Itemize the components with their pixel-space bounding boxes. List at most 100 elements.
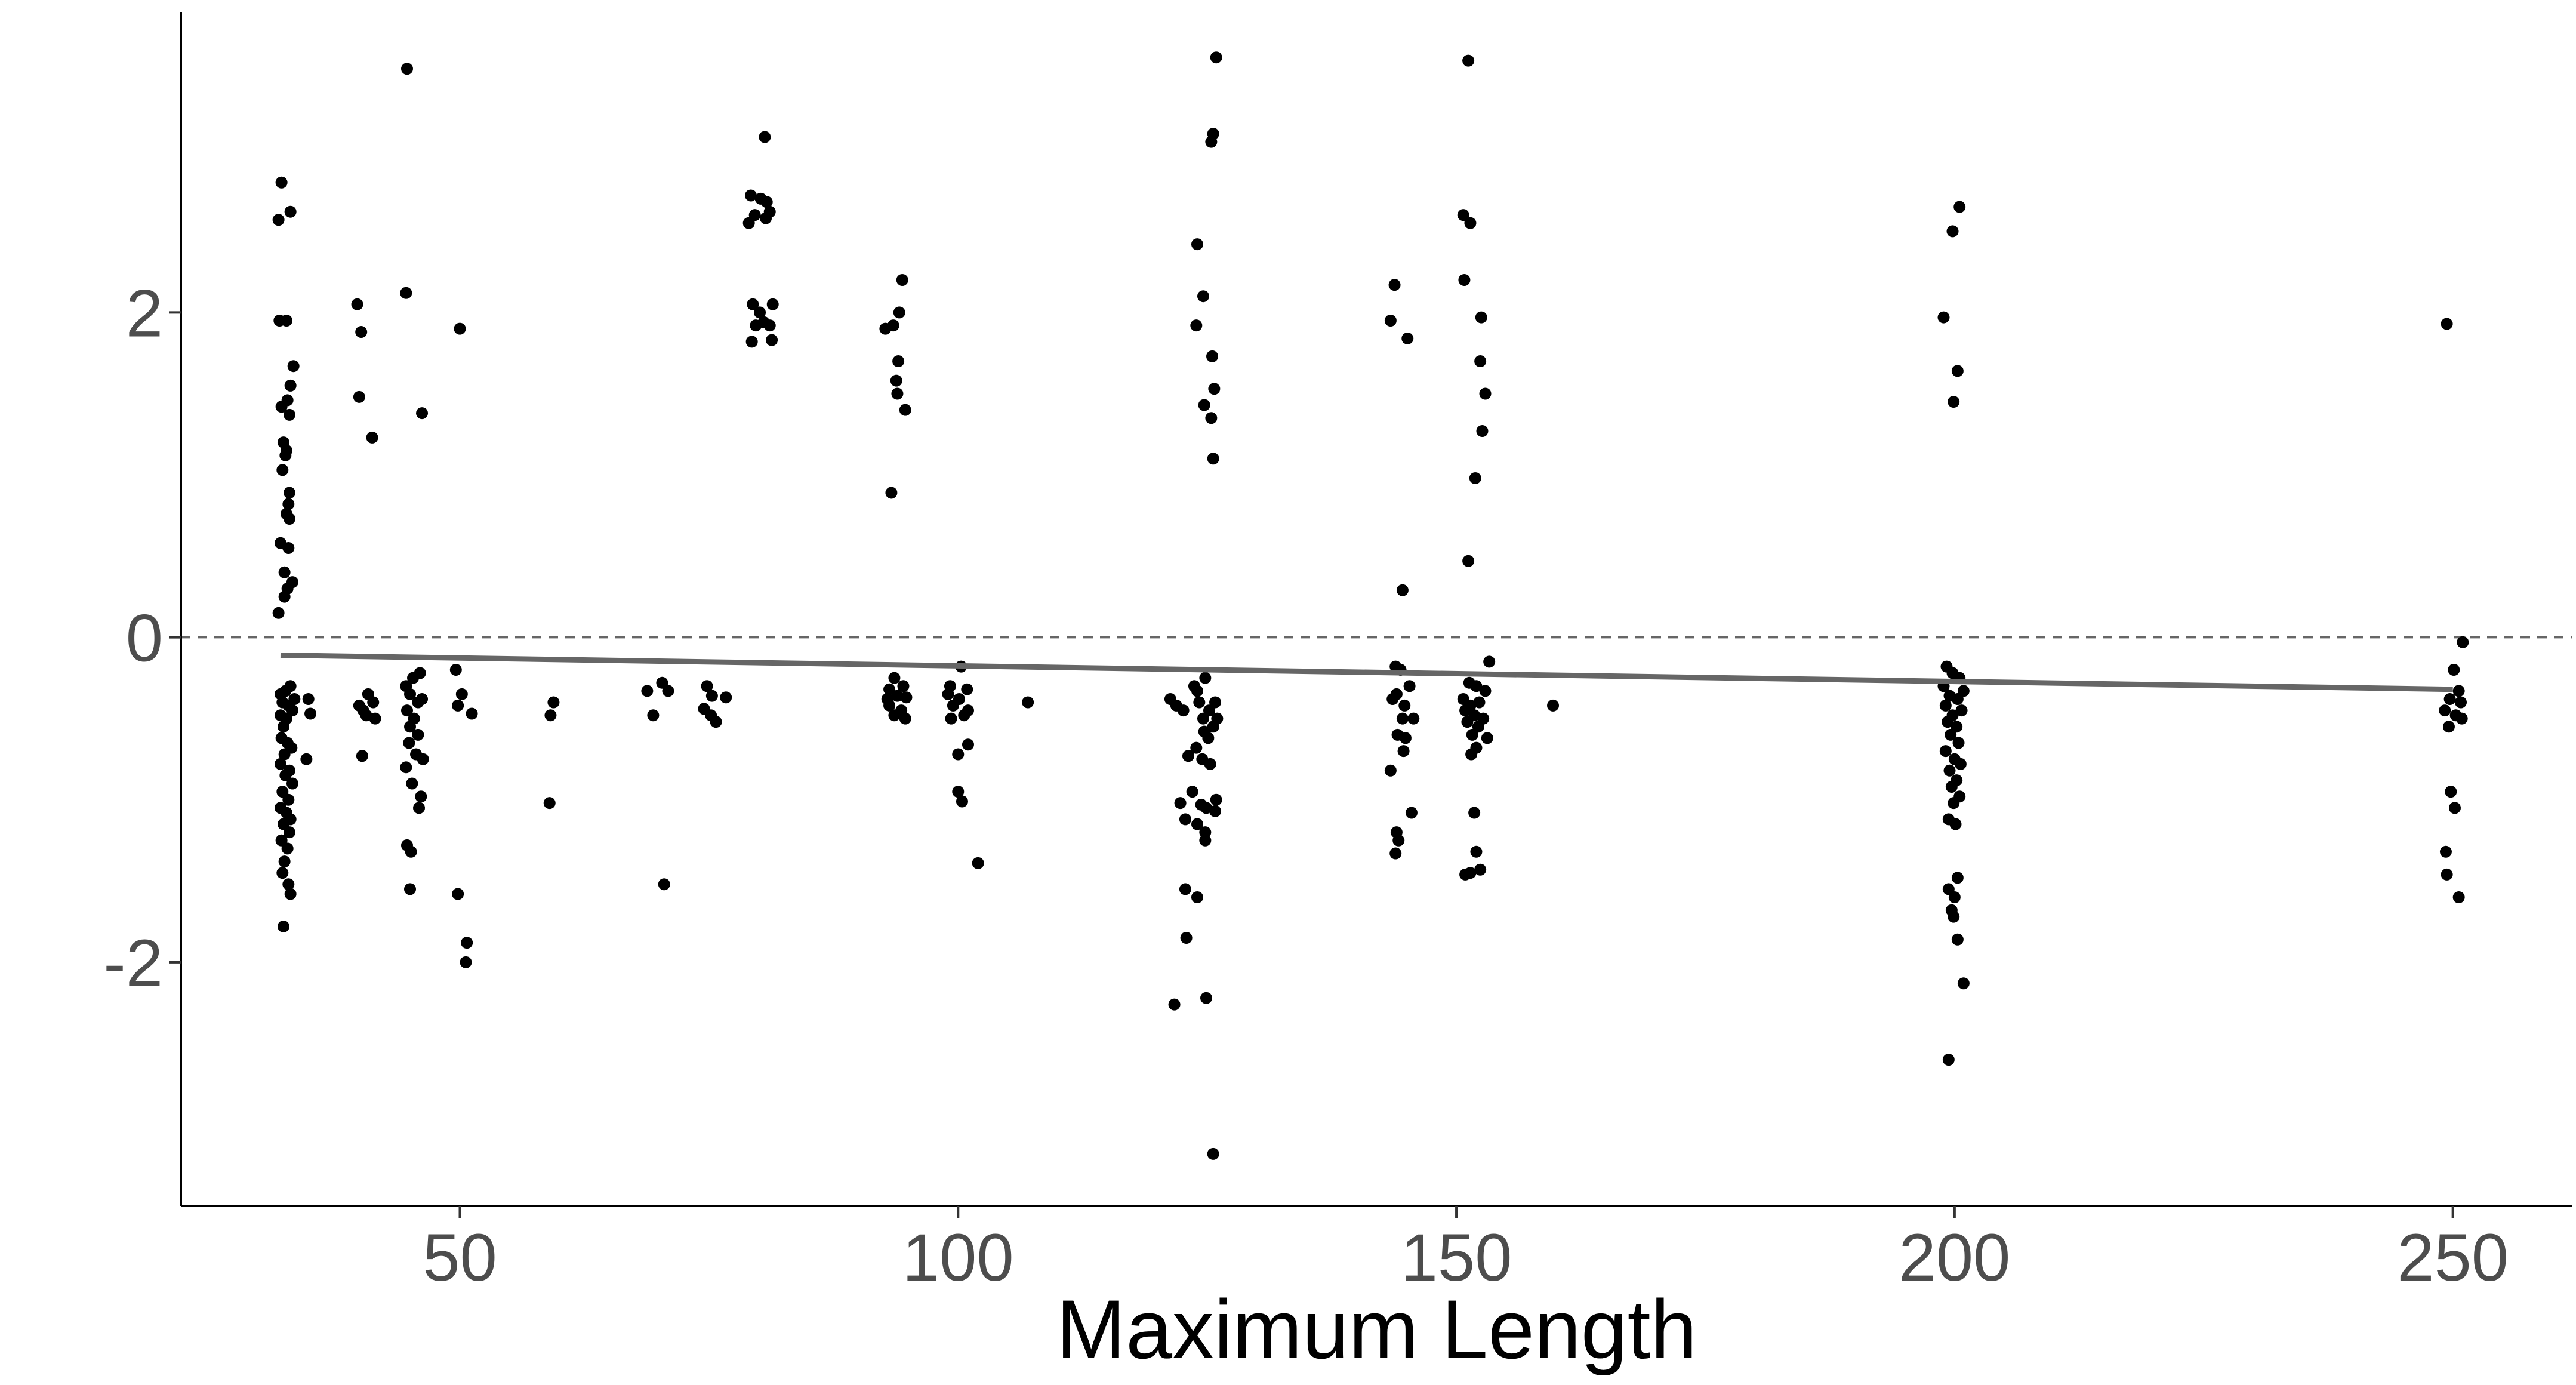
data-point xyxy=(279,449,292,461)
data-point xyxy=(1022,696,1034,709)
data-point xyxy=(2457,636,2469,648)
data-point xyxy=(890,374,902,387)
data-point xyxy=(1204,758,1216,770)
data-point xyxy=(1386,693,1399,706)
data-point xyxy=(400,63,413,75)
data-point xyxy=(1462,555,1475,567)
data-point xyxy=(1179,883,1191,895)
data-point xyxy=(1210,51,1222,64)
data-point xyxy=(1190,741,1203,754)
data-point xyxy=(1945,780,1958,793)
data-point xyxy=(279,769,292,781)
data-point xyxy=(1474,863,1487,876)
data-point xyxy=(282,498,295,510)
data-point xyxy=(1470,845,1483,858)
data-point xyxy=(754,306,766,319)
data-point xyxy=(455,688,468,700)
x-tick-label: 250 xyxy=(2397,1220,2509,1295)
data-point xyxy=(1384,315,1397,327)
data-point xyxy=(1407,712,1420,725)
data-point xyxy=(415,790,427,803)
data-point xyxy=(2439,845,2452,858)
data-point xyxy=(883,699,896,712)
data-point xyxy=(547,696,560,709)
data-point xyxy=(1939,745,1952,758)
data-point xyxy=(1396,584,1409,596)
data-point xyxy=(1458,273,1471,286)
data-point xyxy=(952,786,965,798)
data-points xyxy=(272,51,2469,1160)
data-point xyxy=(1474,355,1487,368)
data-point xyxy=(2448,664,2460,676)
data-point xyxy=(1405,807,1418,819)
data-point xyxy=(277,920,289,932)
data-point xyxy=(1465,748,1478,761)
data-point xyxy=(1468,807,1481,819)
data-point xyxy=(956,795,968,808)
data-point xyxy=(1476,425,1489,438)
data-point xyxy=(942,688,954,700)
data-point xyxy=(1190,319,1203,332)
y-tick-label: 2 xyxy=(126,276,163,350)
data-point xyxy=(899,404,911,416)
data-point xyxy=(745,189,757,202)
data-point xyxy=(461,937,473,949)
data-point xyxy=(972,857,984,869)
data-point xyxy=(747,298,759,310)
data-point xyxy=(277,721,289,733)
y-tick-label: -2 xyxy=(103,926,163,1001)
data-point xyxy=(1198,399,1210,411)
data-point xyxy=(887,319,899,332)
data-point xyxy=(1475,311,1487,324)
data-point xyxy=(1191,238,1203,251)
data-point xyxy=(947,699,959,712)
data-point xyxy=(1207,1147,1219,1160)
data-point xyxy=(403,737,415,749)
data-point xyxy=(286,777,298,790)
data-point xyxy=(460,956,472,968)
data-point xyxy=(705,690,718,702)
data-point xyxy=(272,214,285,226)
data-point xyxy=(759,131,771,143)
data-point xyxy=(278,590,291,603)
data-point xyxy=(367,696,380,709)
data-point xyxy=(1191,685,1203,697)
data-point xyxy=(400,761,412,774)
data-point xyxy=(888,709,901,722)
data-point xyxy=(1180,932,1193,944)
data-point xyxy=(1461,716,1474,728)
data-point xyxy=(300,753,313,765)
data-point xyxy=(896,273,908,286)
data-point xyxy=(766,298,779,310)
data-point xyxy=(404,883,417,895)
data-point xyxy=(543,797,556,810)
data-point xyxy=(1470,680,1483,692)
data-point xyxy=(1953,201,1966,213)
data-point xyxy=(284,205,297,218)
data-point xyxy=(1948,797,1960,810)
data-point xyxy=(1197,712,1209,725)
trend-line xyxy=(280,653,2453,692)
data-point xyxy=(958,709,970,722)
data-point xyxy=(1403,680,1416,692)
data-point xyxy=(1392,834,1405,847)
data-point xyxy=(1202,732,1215,744)
data-point xyxy=(1937,311,1950,324)
x-tick-label: 100 xyxy=(902,1220,1014,1295)
data-point xyxy=(1479,685,1492,697)
data-point xyxy=(1182,750,1194,762)
data-point xyxy=(406,777,418,790)
data-point xyxy=(400,704,413,717)
data-point xyxy=(449,664,462,676)
data-point xyxy=(888,672,901,684)
data-point xyxy=(355,326,368,338)
data-point xyxy=(2443,693,2456,706)
data-point xyxy=(280,315,292,327)
data-point xyxy=(1397,745,1410,758)
data-point xyxy=(282,541,295,554)
data-point xyxy=(885,487,898,499)
data-point xyxy=(1207,453,1219,465)
data-point xyxy=(900,691,913,704)
data-point xyxy=(1384,764,1397,777)
